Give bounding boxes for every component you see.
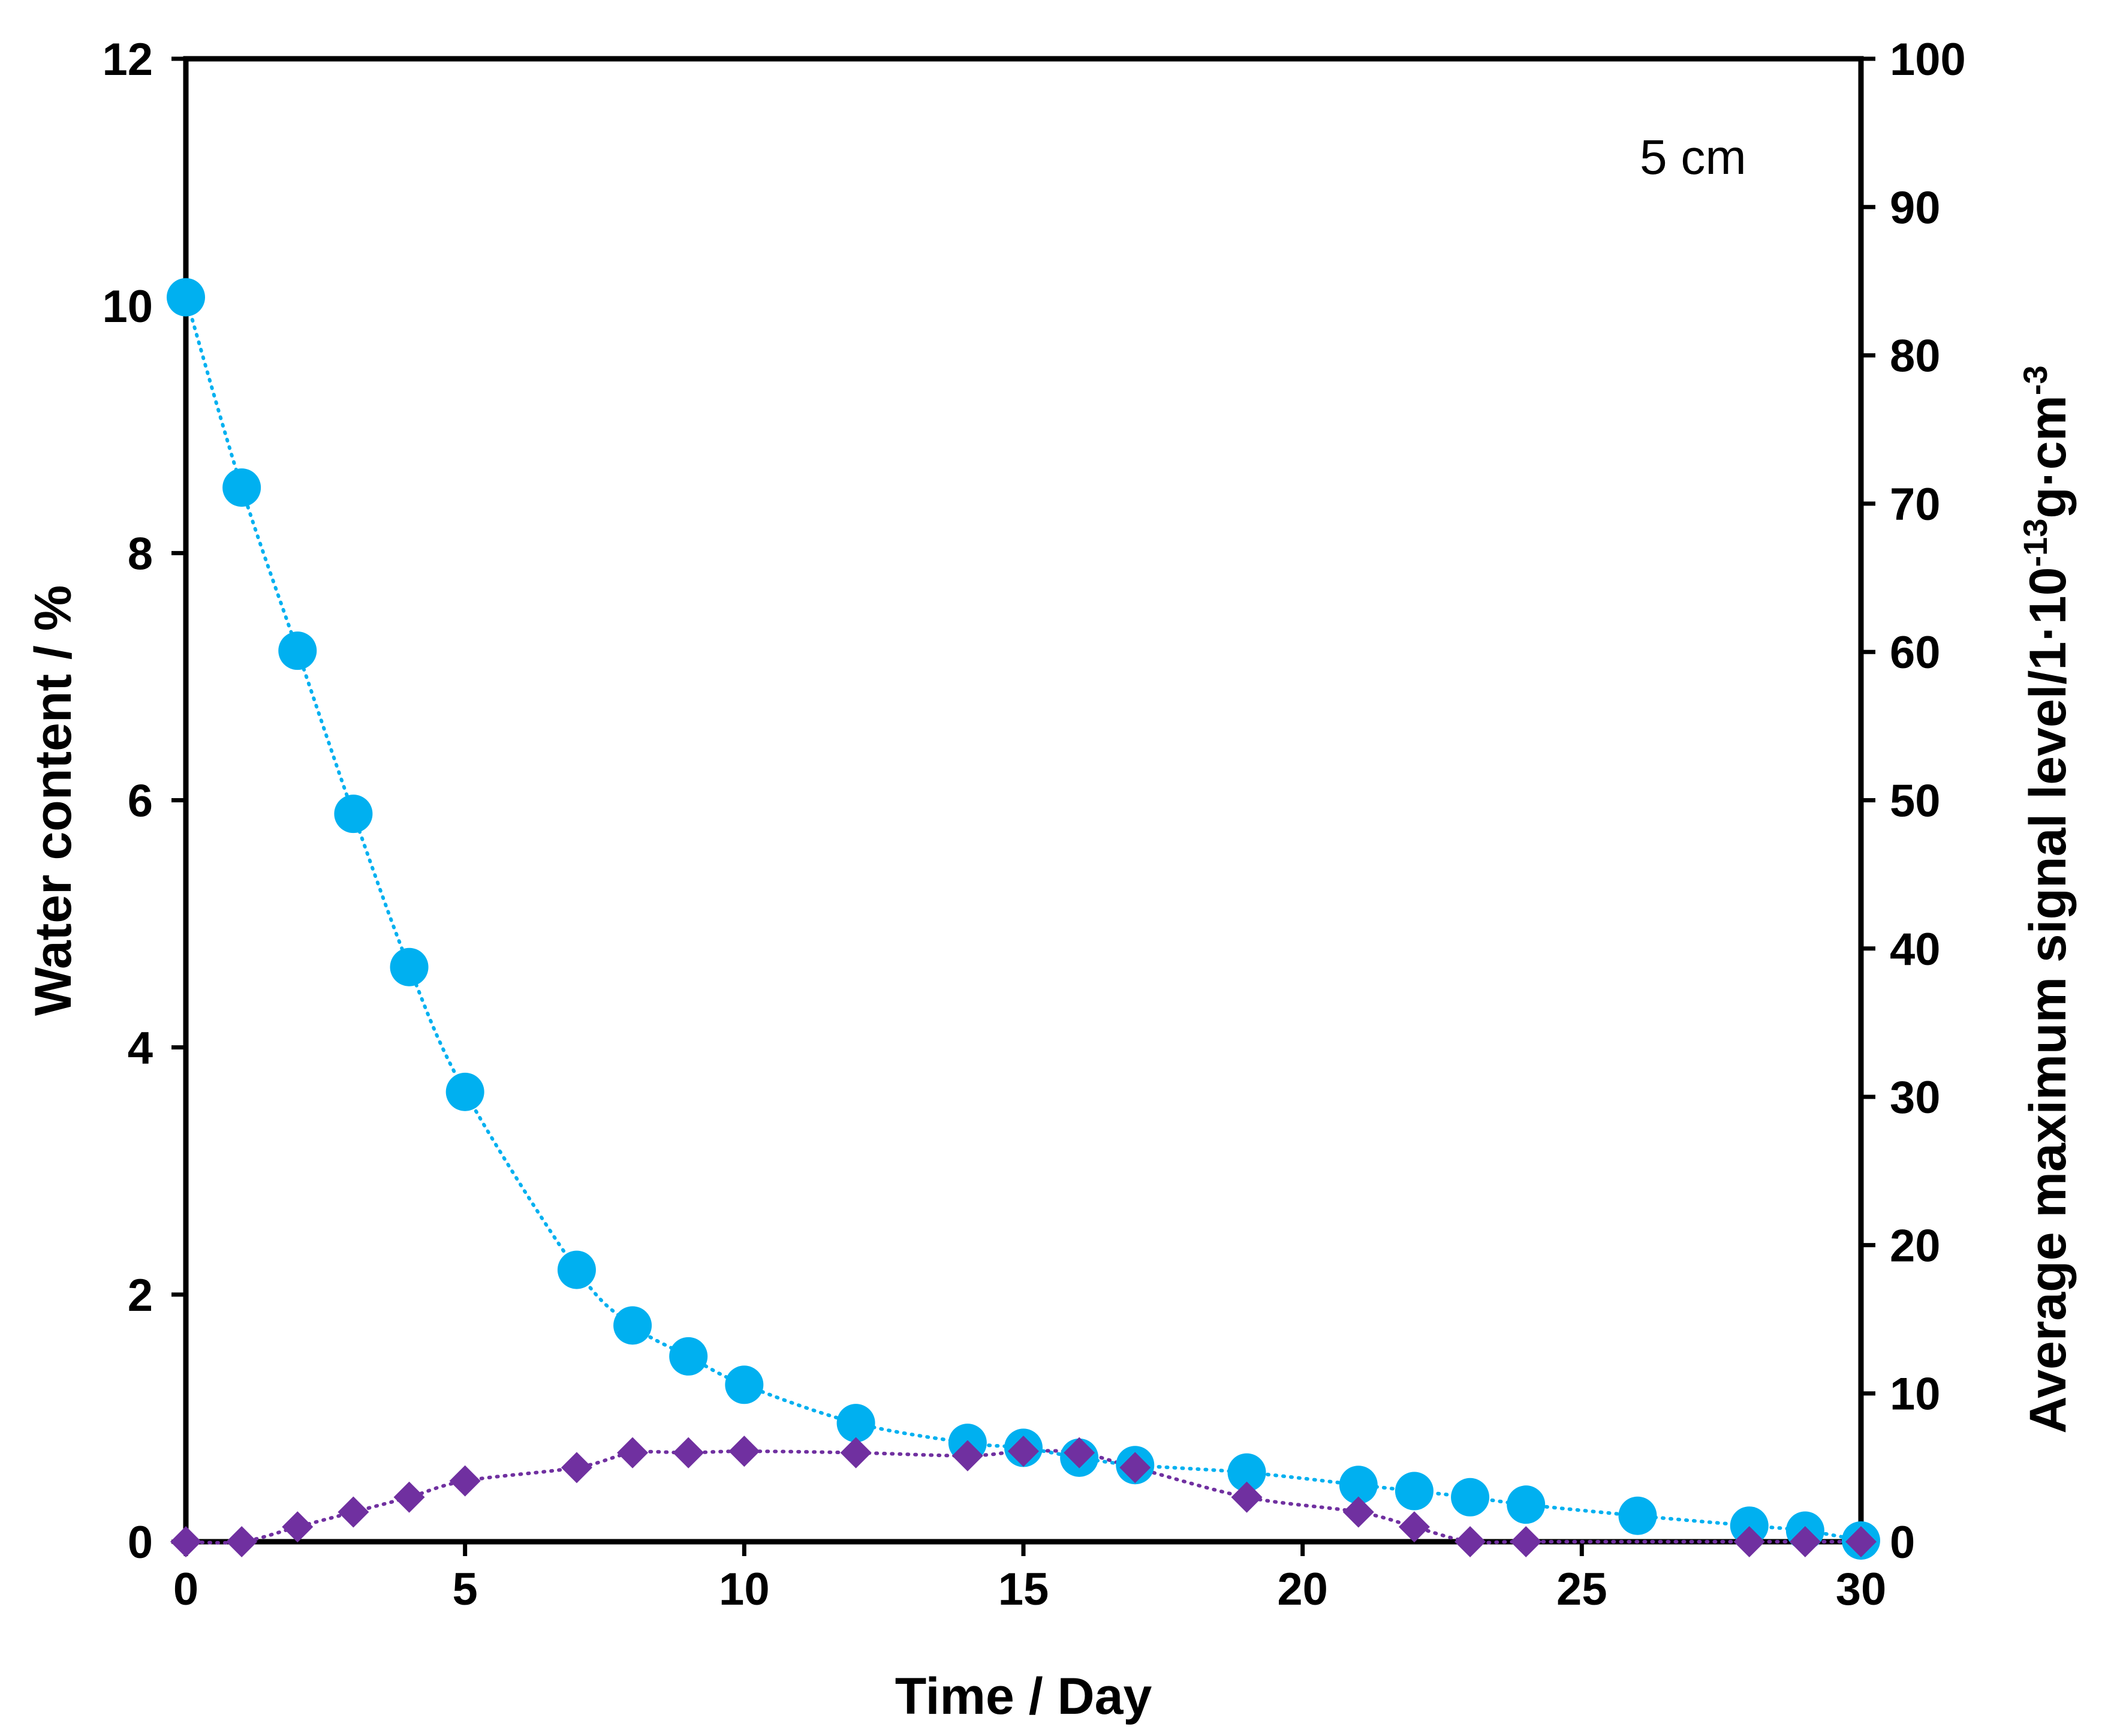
y-tick-label: 2 xyxy=(128,1270,153,1321)
y2-tick-label: 20 xyxy=(1890,1220,1941,1271)
y2-tick-label: 60 xyxy=(1890,627,1941,678)
y2-title-unit-exp: -3 xyxy=(2016,365,2054,395)
y2-tick-label: 80 xyxy=(1890,331,1941,382)
water-content-point xyxy=(278,631,317,670)
x-tick-label: 30 xyxy=(1836,1564,1887,1615)
water-content-point xyxy=(1339,1466,1378,1505)
y2-title-main: Average maximum signal level/1·10 xyxy=(2019,567,2077,1434)
y-tick-label: 6 xyxy=(128,776,153,827)
signal-level-point xyxy=(1064,1437,1095,1469)
annotation-depth: 5 cm xyxy=(1640,130,1746,185)
signal-level-point xyxy=(1231,1481,1263,1513)
signal-level-point xyxy=(1845,1526,1877,1557)
signal-level-point xyxy=(1510,1526,1542,1557)
x-tick-label: 20 xyxy=(1277,1564,1328,1615)
trend-layer xyxy=(184,295,1863,1545)
water-content-point xyxy=(390,947,429,986)
signal-level-point xyxy=(673,1437,704,1469)
signal-level-point xyxy=(449,1465,481,1497)
y2-axis-title: Average maximum signal level/1·10-13g·cm… xyxy=(2016,365,2077,1433)
y-tick-label: 12 xyxy=(102,34,153,85)
signal-level-point xyxy=(226,1526,258,1557)
x-tick-label: 0 xyxy=(173,1564,198,1615)
signal-level-point xyxy=(1733,1526,1765,1557)
y2-tick-label: 90 xyxy=(1890,182,1941,233)
y2-title-exp: -13 xyxy=(2016,519,2054,567)
water-content-point xyxy=(1395,1472,1434,1511)
x-tick-label: 10 xyxy=(719,1564,770,1615)
marks-layer xyxy=(167,278,1880,1560)
y-tick-label: 0 xyxy=(128,1517,153,1568)
plot-frame xyxy=(183,56,1864,1545)
signal-level-point xyxy=(951,1440,983,1472)
y2-tick-label: 10 xyxy=(1890,1369,1941,1420)
x-tick-label: 5 xyxy=(453,1564,478,1615)
signal-level-point xyxy=(1119,1452,1151,1484)
water-content-point xyxy=(1507,1485,1546,1524)
y-tick-label: 8 xyxy=(128,528,153,579)
y-axis-title: Water content / % xyxy=(25,585,82,1016)
water-content-point xyxy=(1451,1478,1490,1517)
water-content-point xyxy=(334,795,373,834)
signal-level-point xyxy=(1454,1526,1486,1557)
water-content-point xyxy=(222,468,261,507)
y2-tick-label: 40 xyxy=(1890,924,1941,975)
y2-tick-label: 70 xyxy=(1890,479,1941,530)
y2-tick-label: 50 xyxy=(1890,776,1941,827)
signal-level-point xyxy=(617,1437,649,1469)
x-tick-label: 25 xyxy=(1556,1564,1607,1615)
signal-level-point xyxy=(840,1437,872,1469)
signal-level-point xyxy=(170,1526,201,1557)
y-tick-label: 10 xyxy=(102,281,153,332)
signal-level-point xyxy=(1342,1496,1374,1528)
water-content-point xyxy=(557,1250,596,1289)
y2-tick-label: 30 xyxy=(1890,1072,1941,1123)
y2-tick-label: 100 xyxy=(1890,34,1966,85)
ticks-layer: 0 5 10 15 20 25 300246810120102030405060708090… xyxy=(102,34,1965,1615)
water-content-point xyxy=(836,1404,875,1443)
signal-level-point xyxy=(338,1496,369,1528)
water-content-point xyxy=(669,1337,708,1376)
water-content-point xyxy=(445,1072,484,1111)
water-content-point xyxy=(1227,1453,1266,1492)
signal-level-point xyxy=(561,1452,592,1484)
water-content-point xyxy=(1730,1506,1769,1545)
x-axis-title: Time / Day xyxy=(895,1668,1152,1725)
y2-title-unit: g·cm xyxy=(2019,395,2077,518)
signal-level-point xyxy=(282,1511,314,1543)
x-tick-label: 15 xyxy=(998,1564,1049,1615)
water-content-point xyxy=(1618,1496,1657,1535)
signal-level-point xyxy=(393,1481,425,1513)
signal-level-point xyxy=(1008,1436,1039,1467)
y2-tick-label: 0 xyxy=(1890,1517,1915,1568)
water-content-point xyxy=(613,1306,652,1345)
signal-level-point xyxy=(1789,1526,1821,1557)
signal-level-point xyxy=(728,1436,760,1467)
water-content-point xyxy=(167,278,205,317)
y-tick-label: 4 xyxy=(128,1023,153,1074)
plot-area-border xyxy=(183,56,1864,1545)
water-content-point xyxy=(725,1365,764,1404)
signal-level-point xyxy=(1398,1511,1430,1543)
trendline-series-0 xyxy=(184,295,1863,1542)
